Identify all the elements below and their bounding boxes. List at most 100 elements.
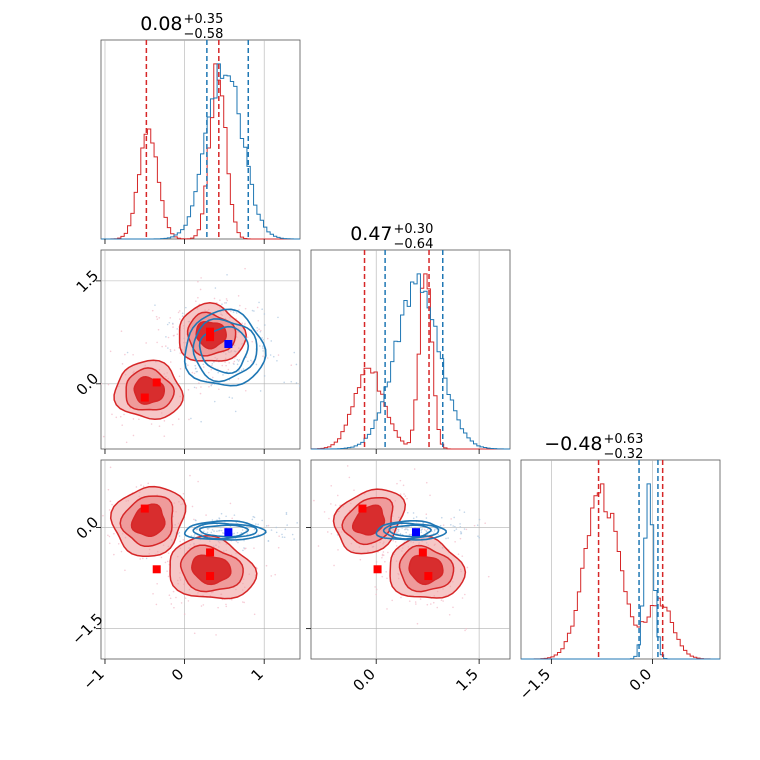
sample-point [213,361,215,363]
scatter-panel-p2-p3 [310,459,511,660]
sample-point [239,304,241,307]
sample-point [233,360,236,363]
sample-point [401,527,403,529]
sample-point [333,564,335,567]
sample-point [458,509,461,511]
sample-point [172,590,175,593]
sample-point [193,386,196,389]
sample-point [437,533,439,536]
sample-point [120,330,123,333]
sample-point [420,529,423,531]
sample-point [430,603,432,605]
sample-point [414,526,416,529]
sample-point [382,554,385,557]
sample-point [107,534,109,537]
sample-point [423,528,426,531]
sample-point [464,593,466,596]
sample-point [406,497,408,500]
sample-point [142,557,144,560]
sample-point [221,364,224,367]
sample-point [169,597,172,600]
sample-point [163,435,166,437]
sample-point [135,486,138,488]
x-tick-label: −1.5 [516,665,554,703]
sample-point [346,465,349,467]
sample-point [132,434,135,437]
panel-title-value: 0.08 [140,13,182,35]
sample-point [445,537,447,540]
sample-point [478,536,480,539]
sample-point [178,318,181,320]
contour-blue [192,522,258,540]
sample-point [222,374,224,376]
sample-point [326,531,329,533]
sample-point [293,538,295,540]
truth-marker-red [140,393,149,402]
sample-point [290,364,293,366]
sample-point [382,551,385,553]
sample-point [276,359,278,362]
sample-point [193,632,196,635]
sample-point [108,535,111,538]
histogram-red [521,483,720,660]
sample-point [453,516,455,519]
sample-point [182,492,185,495]
sample-point [132,418,135,420]
sample-point [140,484,142,486]
sample-point [429,494,431,497]
sample-point [251,361,253,363]
sample-point [145,557,148,560]
sample-point [295,382,298,384]
sample-point [251,518,254,521]
sample-point [102,435,105,438]
sample-point [109,466,112,469]
x-tick-label: 0 [168,665,187,684]
sample-point [208,386,210,388]
corner-plot: 0.08 +0.35−0.580.47 +0.30−0.64−0.48 +0.63−0… [68,12,721,704]
histogram-red [311,273,510,450]
sample-point [94,436,96,438]
sample-point [454,540,456,543]
sample-point [374,586,376,588]
sample-point [225,364,227,367]
sample-point [123,413,125,416]
sample-point [211,528,214,531]
histogram-blue [311,273,510,450]
sample-point [109,350,112,353]
sample-point [412,512,415,514]
sample-point [246,336,249,338]
sample-point [81,585,83,587]
x-tick-label: 1 [248,665,267,684]
sample-point [181,312,184,315]
sample-point [241,529,244,531]
sample-point [121,424,124,426]
truth-marker-red [206,572,215,581]
sample-point [466,566,469,569]
truth-marker-red [140,504,149,513]
panel-title-value: −0.48 [544,433,602,455]
sample-point [252,515,255,518]
sample-point [425,529,427,532]
sample-point [247,360,249,363]
truth-marker-red [358,504,367,513]
sample-point [194,364,197,367]
sample-point [229,502,232,505]
sample-point [233,532,235,535]
sample-point [261,337,263,339]
sample-point [199,392,202,395]
truth-marker-red [424,572,433,581]
sample-point [167,575,170,578]
sample-point [397,528,399,531]
x-tick-label: 0.0 [626,665,656,695]
sample-point [286,524,288,526]
sample-point [210,368,213,371]
sample-point [221,303,223,305]
sample-point [164,345,167,347]
sample-point [283,381,285,384]
sample-point [179,368,182,370]
contour-blue [382,522,440,540]
sample-point [217,371,219,374]
sample-point [413,468,416,470]
sample-point [317,545,320,547]
sample-point [210,531,213,534]
